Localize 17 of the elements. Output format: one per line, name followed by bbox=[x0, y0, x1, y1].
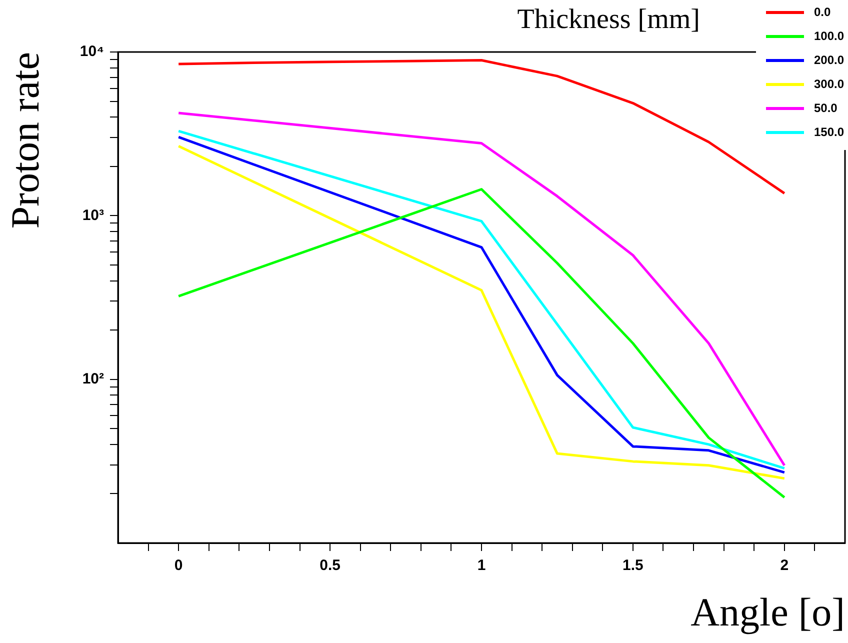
legend-label: 150.0 bbox=[814, 125, 844, 139]
x-tick-label: 2 bbox=[780, 557, 789, 574]
x-tick-label: 0 bbox=[174, 557, 183, 574]
x-axis-title: Angle [o] bbox=[690, 590, 845, 634]
y-tick-label: 10⁴ bbox=[80, 43, 104, 60]
y-tick-label: 10³ bbox=[82, 206, 104, 224]
y-tick-label: 10² bbox=[82, 370, 104, 388]
x-tick-label: 0.5 bbox=[320, 557, 340, 574]
legend-title: Thickness [mm] bbox=[517, 4, 700, 36]
legend-label: 100.0 bbox=[814, 29, 844, 43]
legend-label: 50.0 bbox=[814, 101, 838, 115]
y-axis-title: Proton rate bbox=[2, 52, 48, 229]
x-tick-label: 1 bbox=[477, 557, 486, 574]
legend-label: 200.0 bbox=[814, 53, 844, 67]
legend-label: 0.0 bbox=[814, 5, 831, 19]
legend-label: 300.0 bbox=[814, 77, 844, 91]
x-tick-label: 1.5 bbox=[622, 557, 644, 574]
